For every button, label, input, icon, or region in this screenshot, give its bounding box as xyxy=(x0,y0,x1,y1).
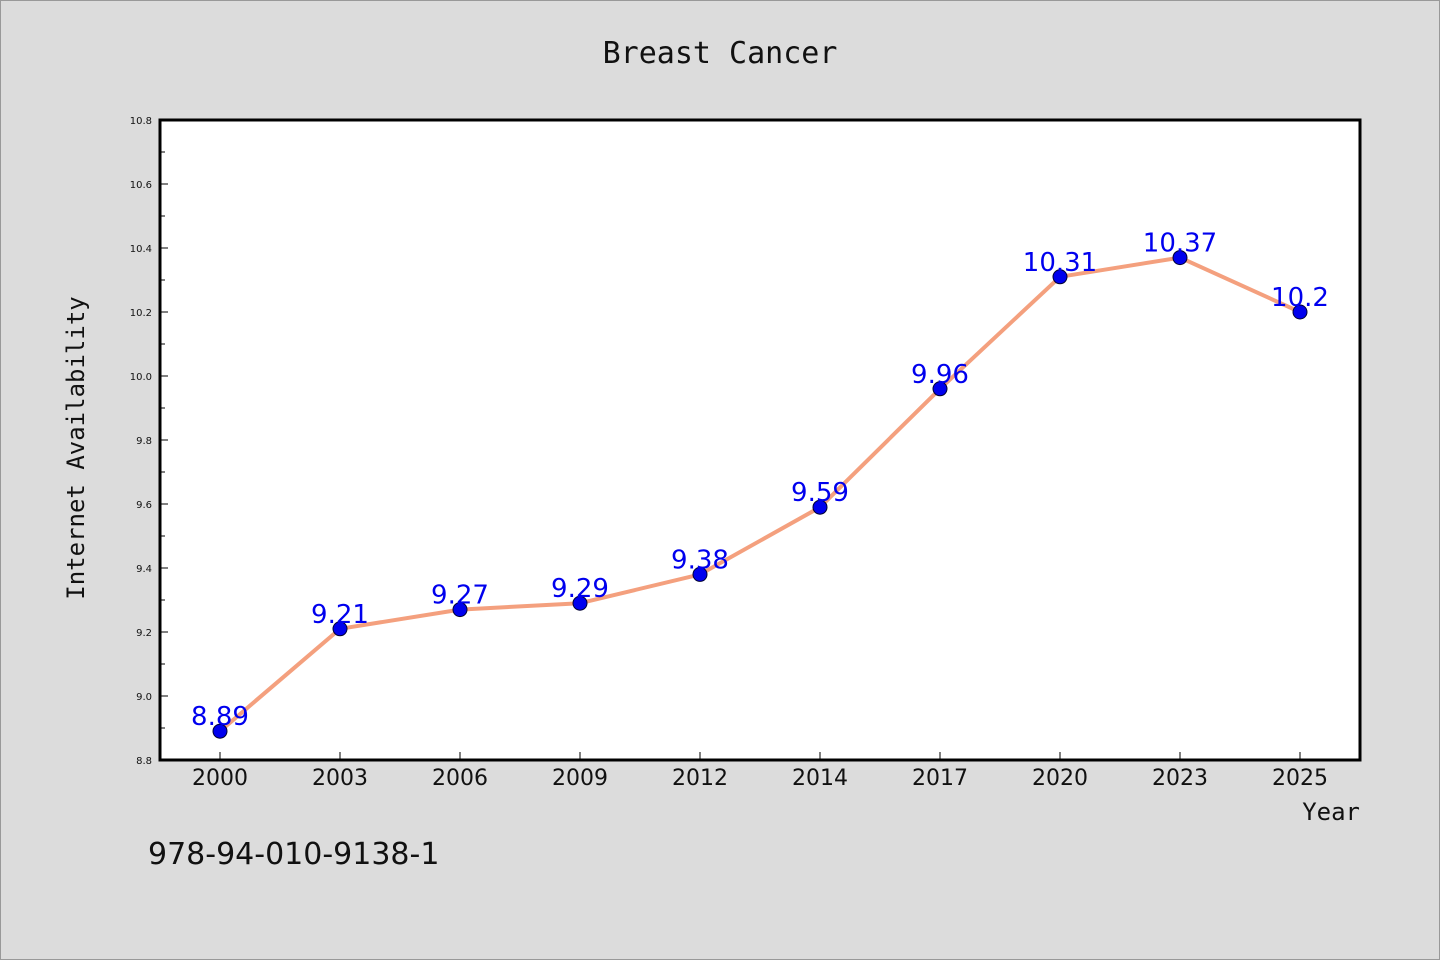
x-tick-label: 2020 xyxy=(1032,766,1088,791)
plot-area xyxy=(158,118,1362,762)
data-label: 8.89 xyxy=(191,702,249,732)
data-label: 9.38 xyxy=(671,545,729,575)
x-axis-label: Year xyxy=(1302,798,1360,826)
x-tick-label: 2017 xyxy=(912,766,968,791)
series-line xyxy=(218,255,1302,734)
data-point xyxy=(1292,304,1308,320)
data-label: 10.31 xyxy=(1023,248,1097,278)
y-tick-label: 9.2 xyxy=(136,628,152,639)
data-point xyxy=(332,621,348,637)
data-point xyxy=(1052,269,1068,285)
data-point xyxy=(692,566,708,582)
data-label: 9.21 xyxy=(311,600,369,630)
data-label: 10.2 xyxy=(1271,283,1329,313)
data-point xyxy=(1172,250,1188,266)
x-tick-label: 2012 xyxy=(672,766,728,791)
y-tick-label: 10.4 xyxy=(130,244,152,255)
x-tick-label: 2009 xyxy=(552,766,608,791)
data-point xyxy=(812,499,828,515)
y-tick-label: 9.8 xyxy=(136,436,152,447)
x-tick-label: 2003 xyxy=(312,766,368,791)
x-axis: 2000 2003 2006 2009 2012 2014 2017 2020 2023 2025 xyxy=(192,752,1328,791)
data-point xyxy=(932,381,948,397)
y-tick-label: 10.6 xyxy=(130,180,152,191)
y-axis-label: Internet Availability xyxy=(62,296,90,599)
y-tick-label: 9.0 xyxy=(136,692,152,703)
data-point xyxy=(452,602,468,618)
data-label: 9.29 xyxy=(551,574,609,604)
x-tick-label: 2023 xyxy=(1152,766,1208,791)
x-tick-label: 2006 xyxy=(432,766,488,791)
y-tick-label: 9.6 xyxy=(136,500,152,511)
y-axis: 8.8 9.0 9.2 9.4 9.6 9.8 10.0 10.2 10.4 10.6 10.8 xyxy=(130,116,168,767)
chart-title: Breast Cancer xyxy=(603,36,838,71)
data-label: 10.37 xyxy=(1143,229,1217,259)
y-tick-label: 10.2 xyxy=(130,308,152,319)
y-tick-label: 8.8 xyxy=(136,756,152,767)
y-tick-label: 10.0 xyxy=(130,372,152,383)
y-tick-label: 9.4 xyxy=(136,564,152,575)
data-label: 9.96 xyxy=(911,360,969,390)
data-label: 9.59 xyxy=(791,478,849,508)
data-point xyxy=(212,723,228,739)
x-tick-label: 2025 xyxy=(1272,766,1328,791)
footnote-id: 978-94-010-9138-1 xyxy=(148,837,439,872)
series-layer: 8.89 9.21 9.27 9.29 9.38 9.59 9.96 10.31 10.37 10… xyxy=(191,229,1329,739)
x-tick-label: 2000 xyxy=(192,766,248,791)
y-tick-label: 10.8 xyxy=(130,116,152,127)
data-label: 9.27 xyxy=(431,581,489,611)
x-tick-label: 2014 xyxy=(792,766,848,791)
data-point xyxy=(572,595,588,611)
